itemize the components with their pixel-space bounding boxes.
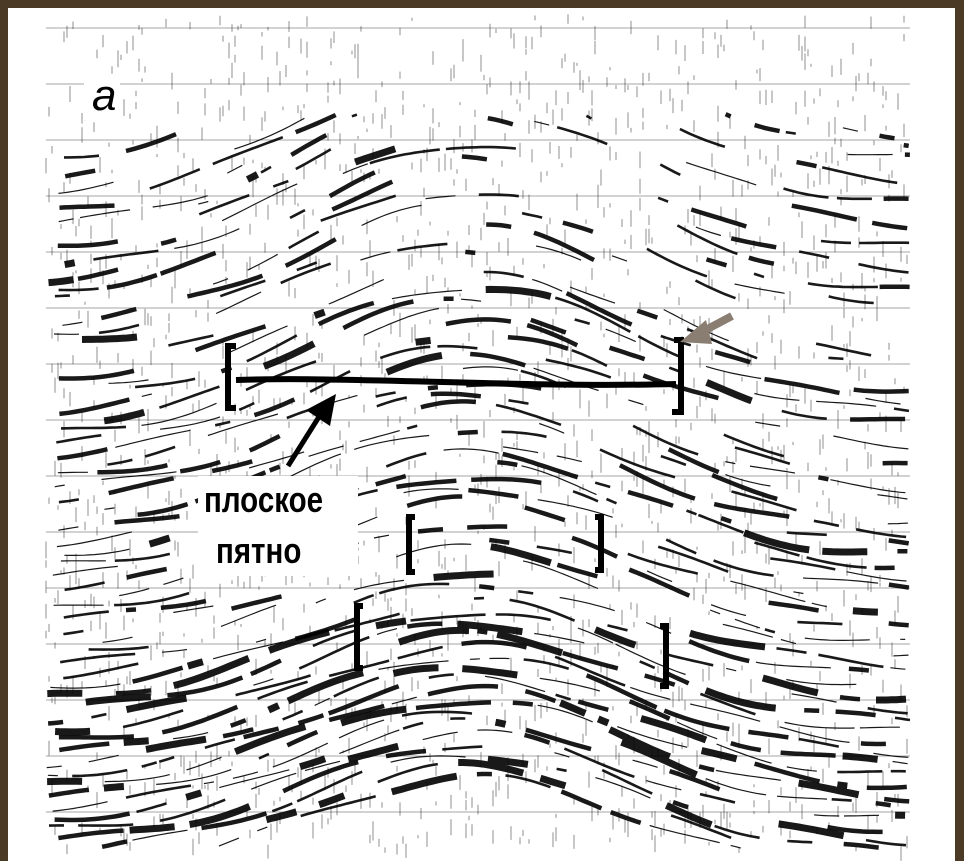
page: а плоское пятно (() => { const data = JS… bbox=[0, 0, 964, 861]
annotation-line: пятно bbox=[216, 530, 301, 570]
annotation-line: плоское bbox=[204, 479, 323, 519]
seismic-figure: а плоское пятно bbox=[0, 0, 964, 861]
panel-background bbox=[8, 8, 955, 861]
panel-label: а bbox=[92, 71, 116, 120]
